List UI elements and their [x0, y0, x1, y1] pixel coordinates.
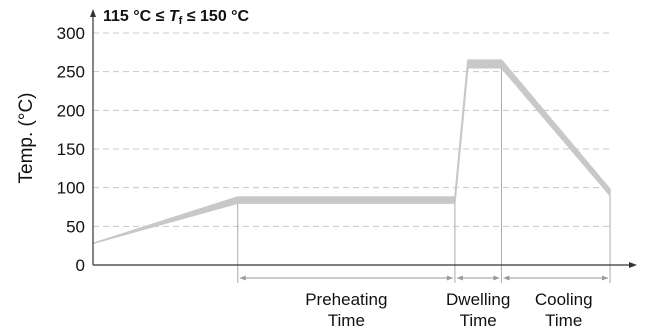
- title-subscript: f: [179, 15, 183, 27]
- phase-span-arrowhead: [239, 275, 246, 281]
- y-axis-arrowhead: [90, 9, 96, 17]
- title-variable: T: [169, 8, 180, 25]
- y-tick-labels: 0 50 100 150 200 250 300: [57, 24, 85, 275]
- y-tick-label: 100: [57, 179, 85, 198]
- phase-label-line1: Preheating: [305, 290, 387, 309]
- temperature-band: [92, 59, 611, 245]
- phase-span-arrowhead: [493, 275, 500, 281]
- phase-label-line2: Time: [460, 311, 497, 330]
- phase-span-arrows: [239, 275, 608, 281]
- temperature-profile-band: [92, 59, 611, 245]
- chart-title: 115 °C ≤ Tf ≤ 150 °C: [103, 8, 250, 27]
- phase-guide-lines: [237, 60, 611, 283]
- title-prefix: 115 °C ≤: [103, 8, 169, 25]
- phase-label-line1: Cooling: [535, 290, 593, 309]
- y-axis-title: Temp. (°C): [16, 93, 37, 184]
- phase-labels: Preheating Time Dwelling Time Cooling Time: [305, 290, 592, 330]
- phase-span-arrowhead: [503, 275, 510, 281]
- y-tick-label: 250: [57, 63, 85, 82]
- title-suffix: ≤ 150 °C: [182, 8, 249, 25]
- phase-label-line2: Time: [545, 311, 582, 330]
- phase-span-arrowhead: [446, 275, 453, 281]
- y-tick-label: 200: [57, 101, 85, 120]
- phase-label-line1: Dwelling: [446, 290, 510, 309]
- phase-label-line2: Time: [328, 311, 365, 330]
- y-tick-label: 0: [76, 256, 85, 275]
- phase-span-arrowhead: [456, 275, 463, 281]
- y-tick-label: 300: [57, 24, 85, 43]
- grid-lines: [93, 32, 610, 227]
- axes: [90, 9, 637, 268]
- y-tick-label: 50: [66, 217, 85, 236]
- x-axis-arrowhead: [629, 262, 637, 268]
- phase-span-arrowhead: [602, 275, 608, 281]
- y-tick-label: 150: [57, 140, 85, 159]
